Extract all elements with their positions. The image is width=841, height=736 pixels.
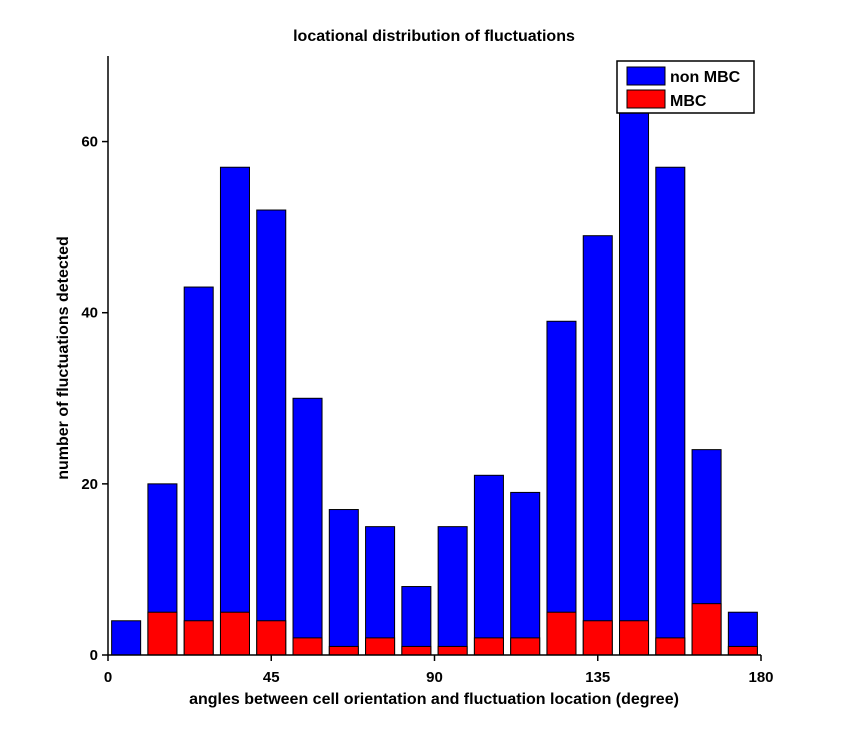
bar-non-mbc [365,526,396,656]
y-tick-label: 20 [81,476,98,493]
x-tick-label: 135 [585,669,610,686]
x-axis-label: angles between cell orientation and fluc… [189,691,679,708]
legend-swatch-mbc [626,89,666,109]
bar-non-mbc [401,586,432,656]
bar-mbc [437,645,468,656]
legend-label-mbc: MBC [670,93,707,110]
bar-mbc [655,637,686,656]
x-tick-label: 90 [426,669,443,686]
bar-mbc [256,620,287,656]
bar-non-mbc [437,526,468,656]
bar-non-mbc [111,620,142,656]
legend: non MBC MBC [616,60,755,114]
bar-mbc [727,645,758,656]
bar-mbc [510,637,541,656]
bar-mbc [582,620,613,656]
x-tick-label: 180 [748,669,773,686]
bar-non-mbc [582,235,613,656]
bar-non-mbc [619,106,650,656]
bar-mbc [401,645,432,656]
y-axis-label: number of fluctuations detected [55,236,72,480]
bar-mbc [328,645,359,656]
bar-mbc [219,611,250,656]
bar-mbc [473,637,504,656]
bar-non-mbc [510,491,541,656]
y-tick-label: 60 [81,134,98,151]
bar-non-mbc [655,166,686,656]
bar-non-mbc [219,166,250,656]
legend-swatch-non-mbc [626,66,666,86]
legend-label-non-mbc: non MBC [670,69,741,86]
bar-mbc [546,611,577,656]
ticks-group: 0 45 90 135 180 0 20 40 60 [81,134,773,686]
bar-mbc [691,603,722,656]
y-tick-label: 0 [90,647,98,664]
bar-non-mbc [256,209,287,656]
bar-mbc [619,620,650,656]
bar-non-mbc [473,474,504,656]
x-tick-label: 45 [263,669,280,686]
bar-mbc [183,620,214,656]
chart-title: locational distribution of fluctuations [293,28,575,45]
bar-non-mbc [328,509,359,656]
y-tick-label: 40 [81,305,98,322]
bar-mbc [365,637,396,656]
bar-mbc [147,611,178,656]
bar-non-mbc [546,320,577,656]
x-tick-label: 0 [104,669,112,686]
bars-group [111,106,758,656]
bar-mbc [292,637,323,656]
bar-non-mbc [183,286,214,656]
bar-non-mbc [292,397,323,656]
